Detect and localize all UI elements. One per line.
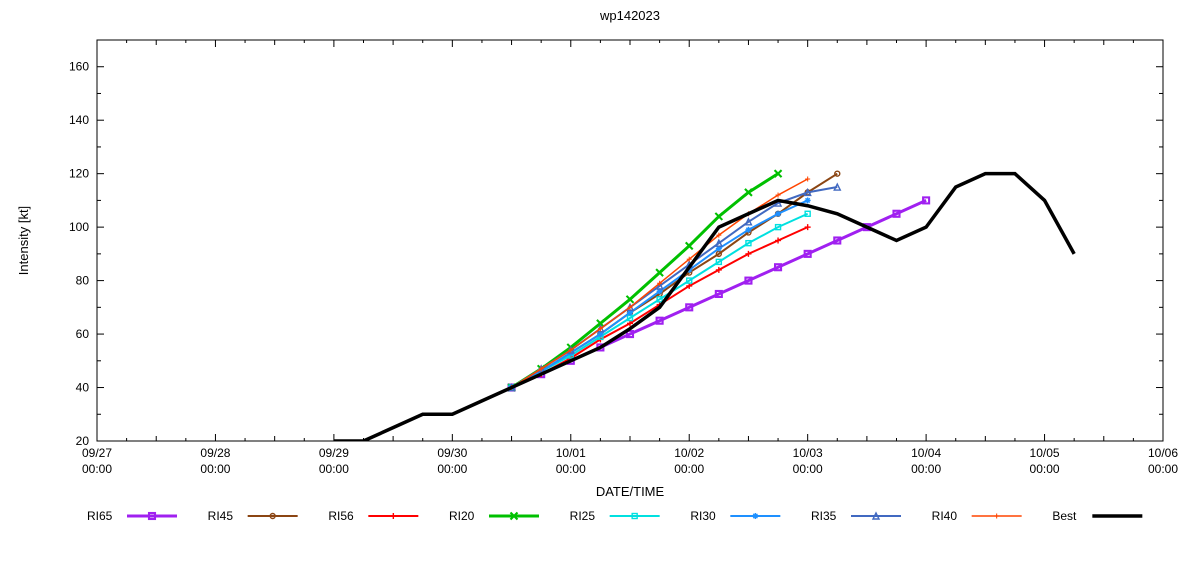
legend-item-RI20: RI20 (449, 509, 539, 523)
y-tick-label: 40 (76, 381, 90, 395)
y-tick-label: 120 (69, 167, 89, 181)
legend-label: RI40 (932, 509, 958, 523)
x-tick-label-2: 00:00 (319, 462, 349, 476)
x-tick-label-2: 00:00 (1030, 462, 1060, 476)
legend-label: RI20 (449, 509, 475, 523)
legend-item-RI25: RI25 (570, 509, 660, 523)
x-tick-label-2: 00:00 (911, 462, 941, 476)
legend-item-RI40: RI40 (932, 509, 1022, 523)
x-tick-label-2: 00:00 (674, 462, 704, 476)
legend-label: Best (1052, 509, 1077, 523)
series-group (334, 170, 1074, 441)
x-tick-label-1: 09/30 (437, 446, 467, 460)
x-tick-label-2: 00:00 (556, 462, 586, 476)
x-tick-label-2: 00:00 (82, 462, 112, 476)
series-RI20 (508, 170, 782, 391)
x-tick-label-1: 10/03 (793, 446, 823, 460)
y-tick-label: 100 (69, 220, 89, 234)
x-tick-label-1: 09/28 (200, 446, 230, 460)
legend-item-RI65: RI65 (87, 509, 177, 523)
y-tick-label: 160 (69, 60, 89, 74)
x-tick-label-1: 10/06 (1148, 446, 1178, 460)
legend-item-RI30: RI30 (690, 509, 780, 523)
x-tick-label-2: 00:00 (1148, 462, 1178, 476)
x-tick-label-1: 10/01 (556, 446, 586, 460)
x-tick-label-2: 00:00 (437, 462, 467, 476)
x-tick-label-1: 10/05 (1030, 446, 1060, 460)
x-tick-label-2: 00:00 (793, 462, 823, 476)
chart-container: wp1420232040608010012014016009/2700:0009… (0, 0, 1183, 567)
series-Best (334, 174, 1074, 441)
legend-item-RI45: RI45 (208, 509, 298, 523)
y-tick-label: 60 (76, 327, 90, 341)
x-tick-label-1: 10/02 (674, 446, 704, 460)
x-axis-label: DATE/TIME (596, 484, 665, 499)
legend-label: RI56 (328, 509, 354, 523)
legend-label: RI45 (208, 509, 234, 523)
legend-item-Best: Best (1052, 509, 1142, 523)
chart-title: wp142023 (599, 8, 660, 23)
legend-label: RI65 (87, 509, 113, 523)
line-RI20 (512, 174, 779, 388)
legend-label: RI25 (570, 509, 596, 523)
chart-svg: wp1420232040608010012014016009/2700:0009… (0, 0, 1183, 567)
x-tick-label-1: 10/04 (911, 446, 941, 460)
legend-label: RI30 (690, 509, 716, 523)
y-tick-label: 140 (69, 113, 89, 127)
plot-border (97, 40, 1163, 441)
legend-item-RI35: RI35 (811, 509, 901, 523)
y-axis-label: Intensity [kt] (16, 206, 31, 275)
line-Best (334, 174, 1074, 441)
legend-item-RI56: RI56 (328, 509, 418, 523)
x-tick-label-1: 09/27 (82, 446, 112, 460)
x-tick-label-2: 00:00 (200, 462, 230, 476)
x-tick-label-1: 09/29 (319, 446, 349, 460)
y-tick-label: 80 (76, 274, 90, 288)
legend-label: RI35 (811, 509, 837, 523)
